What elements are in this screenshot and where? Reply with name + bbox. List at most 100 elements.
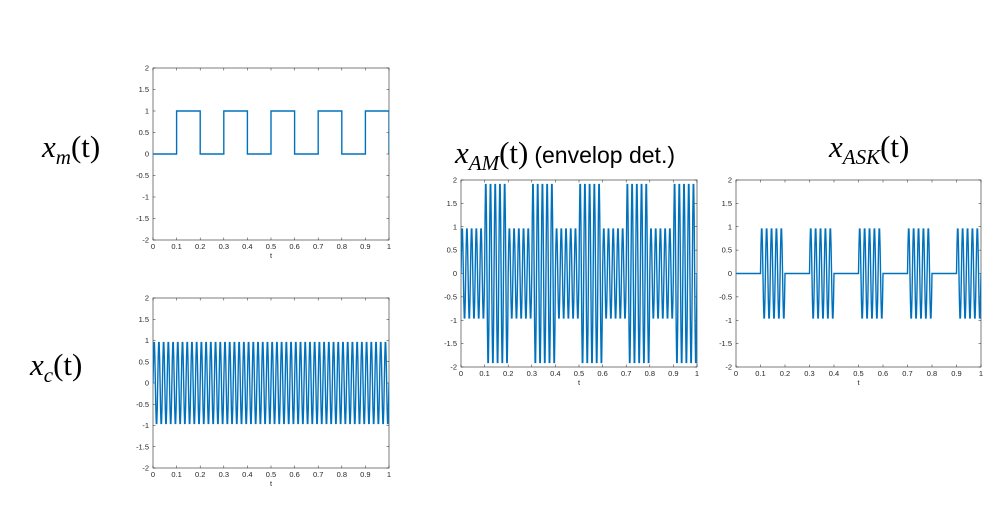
xm-xtick-label: 0.5 — [266, 242, 276, 251]
xask-xtick-label: 0.6 — [878, 369, 888, 378]
label-xm-arg: (t) — [70, 129, 101, 164]
xam-xtick-label: 0.7 — [621, 369, 631, 378]
xask-xtick-label: 0.3 — [804, 369, 814, 378]
xm-ytick-label: -1.5 — [136, 214, 149, 223]
xam-xtick-label: 0 — [459, 369, 463, 378]
xam-xtick-label: 0.4 — [550, 369, 560, 378]
xm-ytick-label: 2 — [145, 64, 149, 73]
label-xc-var: x — [30, 347, 44, 382]
xm-xtick-label: 0.7 — [313, 242, 323, 251]
chart-xask: 0 0.1 0.2 0.3 0.4 0.5 0.6 0.7 0.8 0.9 1 -2 -1.5 -1 -0.… — [719, 176, 983, 387]
chart-xam: 0 0.1 0.2 0.3 0.4 0.5 0.6 0.7 0.8 0.9 1 -2 -1.5 -1 -0.… — [444, 176, 699, 387]
xc-ytick-label: -1 — [142, 421, 149, 430]
xam-xtick-label: 1 — [695, 369, 699, 378]
xm-ytick-label: -0.5 — [136, 171, 149, 180]
xask-xtick-label: 0.9 — [951, 369, 961, 378]
xask-xtick-label: 0.1 — [755, 369, 765, 378]
xc-xtick-label: 0.4 — [242, 470, 252, 479]
xc-ytick-label: -1.5 — [136, 442, 149, 451]
chart-xc: 0 0.1 0.2 0.3 0.4 0.5 0.6 0.7 0.8 0.9 1 -2 -1.5 -1 -0.… — [136, 294, 391, 488]
xc-xtick-label: 0.5 — [266, 470, 276, 479]
chart-xm: 0 0.1 0.2 0.3 0.4 0.5 0.6 0.7 0.8 0.9 1 -2 -1.5 -1 -0.… — [136, 64, 391, 260]
xask-ytick-label: -1.5 — [719, 339, 732, 348]
xam-xtick-label: 0.2 — [503, 369, 513, 378]
xask-ytick-label: 0.5 — [722, 246, 732, 255]
xm-series-line — [153, 110, 389, 155]
xam-xtick-label: 0.1 — [479, 369, 489, 378]
xc-xtick-label: 0.3 — [219, 470, 229, 479]
xask-ytick-label: 1 — [728, 222, 732, 231]
label-xc: xc(t) — [30, 347, 83, 386]
xam-ytick-label: -2 — [450, 363, 457, 372]
xam-ytick-label: 1.5 — [447, 199, 457, 208]
xm-xtick-label: 0.6 — [289, 242, 299, 251]
xm-xtick-label: 0.2 — [195, 242, 205, 251]
xm-ytick-label: 1 — [145, 107, 149, 116]
label-xam-var: x — [455, 135, 469, 170]
xm-xtick-label: 0 — [151, 242, 155, 251]
label-xask-sub: ASK — [842, 145, 881, 169]
xc-xtick-label: 0.8 — [337, 470, 347, 479]
xm-xtick-label: 0.9 — [360, 242, 370, 251]
xask-xtick-label: 0 — [734, 369, 738, 378]
xm-ytick-label: 0 — [145, 150, 149, 159]
xc-xtick-label: 1 — [387, 470, 391, 479]
xam-xtick-label: 0.5 — [574, 369, 584, 378]
xam-ytick-label: 0.5 — [447, 246, 457, 255]
label-xc-sub: c — [43, 363, 54, 387]
xc-xtick-label: 0.9 — [360, 470, 370, 479]
xam-xlabel: t — [578, 378, 581, 387]
label-xask-arg: (t) — [880, 129, 910, 164]
xc-ytick-label: 1 — [145, 336, 149, 345]
xc-xtick-label: 0 — [151, 470, 155, 479]
xc-series-line — [153, 341, 389, 425]
xc-xtick-label: 0.6 — [289, 470, 299, 479]
xm-ytick-label: -2 — [142, 236, 149, 245]
xam-series-line — [461, 183, 697, 364]
xm-xtick-label: 0.3 — [219, 242, 229, 251]
label-xam-sub: AM — [468, 151, 500, 175]
label-xam: xAM(t) (envelop det.) — [455, 135, 675, 174]
xc-ytick-label: -2 — [142, 464, 149, 473]
xam-xtick-label: 0.3 — [527, 369, 537, 378]
xc-ytick-label: 0.5 — [139, 357, 149, 366]
xask-ytick-label: -1 — [725, 316, 732, 325]
xam-xtick-label: 0.6 — [597, 369, 607, 378]
xask-xtick-label: 0.4 — [829, 369, 839, 378]
label-xask: xASK(t) — [829, 129, 910, 168]
xam-ytick-label: -1 — [450, 316, 457, 325]
xm-xtick-label: 0.1 — [171, 242, 181, 251]
xc-ytick-label: 0 — [145, 379, 149, 388]
xam-xtick-label: 0.9 — [668, 369, 678, 378]
xask-ytick-label: -0.5 — [719, 292, 732, 301]
xam-ytick-label: -1.5 — [444, 339, 457, 348]
xm-ytick-label: 1.5 — [139, 85, 149, 94]
label-xm-sub: m — [55, 145, 71, 169]
xam-ytick-label: -0.5 — [444, 292, 457, 301]
xm-xtick-label: 0.8 — [337, 242, 347, 251]
label-xc-arg: (t) — [53, 347, 83, 382]
xm-xlabel: t — [270, 251, 273, 260]
label-xam-arg: (t) — [499, 135, 529, 170]
xask-xtick-label: 0.7 — [902, 369, 912, 378]
xm-ytick-label: 0.5 — [139, 128, 149, 137]
xc-ytick-label: 2 — [145, 294, 149, 303]
xc-ytick-label: -0.5 — [136, 400, 149, 409]
xm-xtick-label: 0.4 — [242, 242, 252, 251]
xask-ytick-label: 0 — [728, 269, 732, 278]
xask-ytick-label: 2 — [728, 176, 732, 185]
label-xam-note: (envelop det.) — [534, 142, 675, 168]
label-xm: xm(t) — [42, 129, 101, 168]
xask-series-line — [736, 228, 981, 319]
label-xm-var: x — [42, 129, 56, 164]
xc-xtick-label: 0.2 — [195, 470, 205, 479]
xam-ytick-label: 0 — [453, 269, 457, 278]
xc-xtick-label: 0.7 — [313, 470, 323, 479]
xam-ytick-label: 2 — [453, 176, 457, 185]
xam-ytick-label: 1 — [453, 222, 457, 231]
xask-ytick-label: 1.5 — [722, 199, 732, 208]
xask-xtick-label: 1 — [979, 369, 983, 378]
xc-ytick-label: 1.5 — [139, 315, 149, 324]
xc-xtick-label: 0.1 — [171, 470, 181, 479]
label-xask-var: x — [829, 129, 843, 164]
